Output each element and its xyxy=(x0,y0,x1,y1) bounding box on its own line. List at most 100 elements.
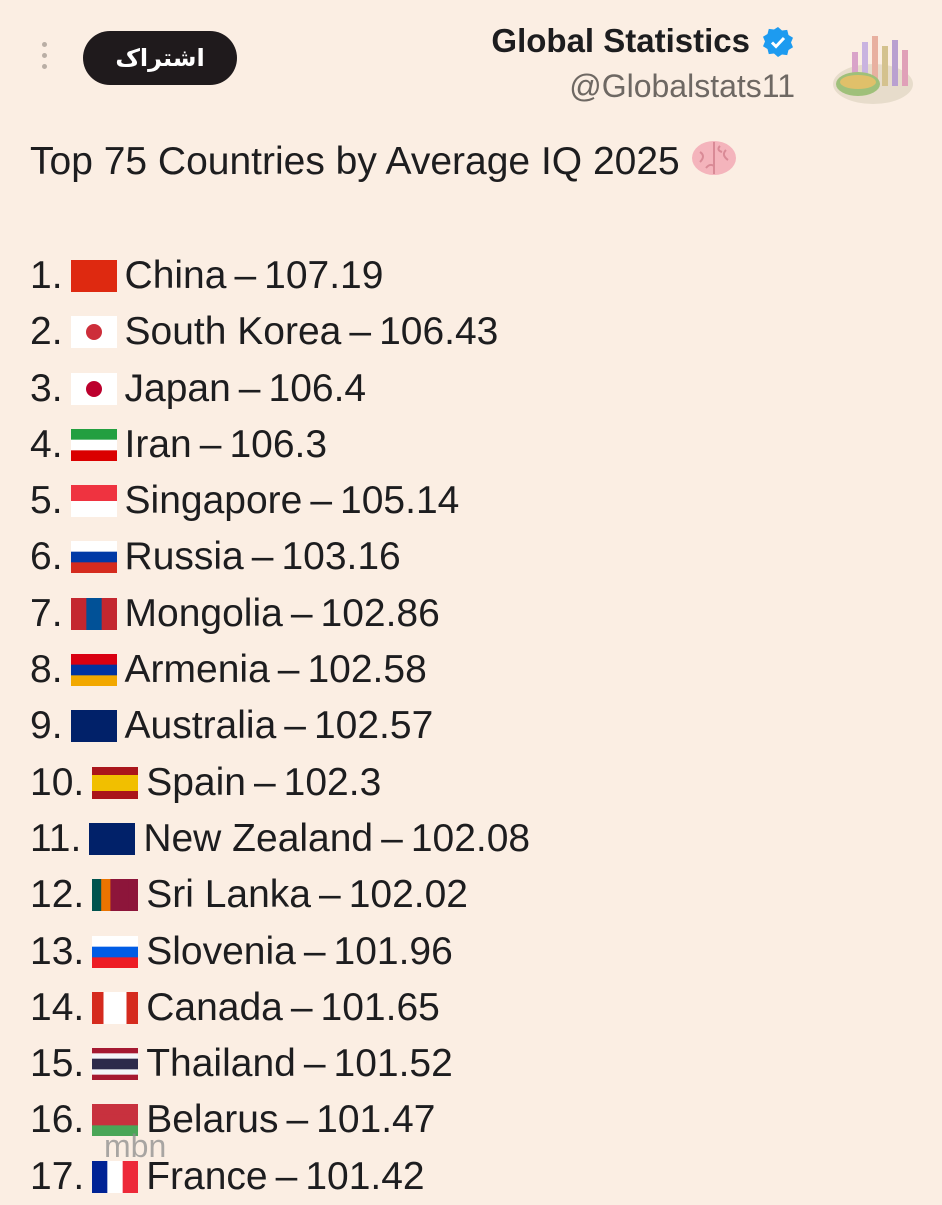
flag-icon xyxy=(70,597,118,630)
flag-icon xyxy=(70,541,117,574)
country-name: Armenia xyxy=(124,648,270,692)
separator: – xyxy=(284,704,306,748)
rank: 8. xyxy=(30,648,63,692)
flag-icon xyxy=(92,991,139,1024)
flag-icon xyxy=(89,822,136,856)
flag-icon xyxy=(70,428,117,462)
account-handle[interactable]: @Globalstats11 xyxy=(569,68,795,104)
rank: 10. xyxy=(30,760,85,804)
rank: 15. xyxy=(30,1042,85,1086)
rank: 1. xyxy=(30,254,63,297)
rank: 3. xyxy=(30,366,63,410)
iq-value: 106.4 xyxy=(268,366,367,410)
list-item: 1. China –107.19 xyxy=(30,248,530,304)
separator: – xyxy=(303,929,326,973)
flag-icon xyxy=(70,710,117,743)
list-item: 8. Armenia –102.58 xyxy=(30,642,530,698)
country-name: Japan xyxy=(124,366,231,410)
iq-value: 102.58 xyxy=(307,648,427,692)
rank: 12. xyxy=(30,873,85,917)
country-name: Spain xyxy=(146,760,246,804)
flag-icon xyxy=(70,372,117,406)
country-name: Russia xyxy=(124,535,244,579)
flag-icon xyxy=(92,1048,139,1081)
country-name: Canada xyxy=(146,985,283,1029)
rank: 7. xyxy=(30,591,63,635)
rank: 9. xyxy=(30,704,63,748)
brain-emoji xyxy=(691,141,736,175)
separator: – xyxy=(251,535,274,579)
iq-value: 101.42 xyxy=(305,1154,425,1198)
flag-icon xyxy=(92,1160,139,1193)
list-item: 14. Canada –101.65 xyxy=(30,980,530,1036)
iq-value: 105.14 xyxy=(340,479,460,523)
list-item: 11. New Zealand –102.08 xyxy=(30,811,530,867)
subscribe-button[interactable]: اشتراک xyxy=(83,31,237,85)
rank: 6. xyxy=(30,535,63,579)
account-name[interactable]: Global Statistics xyxy=(491,22,750,59)
list-item: 5. Singapore –105.14 xyxy=(30,473,530,529)
flag-icon xyxy=(70,485,117,518)
separator: – xyxy=(238,366,261,410)
iq-value: 106.3 xyxy=(229,422,328,466)
flag-icon xyxy=(92,935,139,969)
country-name: Slovenia xyxy=(146,929,296,973)
list-item: 13. Slovenia –101.96 xyxy=(30,924,530,980)
separator: – xyxy=(318,873,341,917)
iq-value: 101.65 xyxy=(320,985,440,1029)
iq-value: 102.08 xyxy=(410,816,531,860)
separator: – xyxy=(234,254,257,297)
country-name: China xyxy=(124,254,227,297)
list-item: 7. Mongolia –102.86 xyxy=(30,586,530,642)
flag-icon xyxy=(92,766,139,800)
separator: – xyxy=(303,1042,326,1086)
rank: 5. xyxy=(30,479,63,523)
country-name: Australia xyxy=(124,704,277,748)
separator: – xyxy=(349,310,372,354)
iq-value: 102.3 xyxy=(283,760,382,804)
tweet-title: Top 75 Countries by Average IQ 2025 xyxy=(30,138,738,184)
country-name: Thailand xyxy=(146,1042,296,1086)
separator: – xyxy=(286,1098,309,1142)
iq-value: 106.43 xyxy=(379,310,499,354)
watermark: mbn xyxy=(104,1128,167,1164)
list-item: 9. Australia –102.57 xyxy=(30,698,530,754)
iq-value: 102.57 xyxy=(313,704,434,748)
country-name: France xyxy=(146,1154,268,1198)
iq-value: 101.47 xyxy=(316,1098,436,1142)
rank: 4. xyxy=(30,422,63,466)
list-item: 2. South Korea –106.43 xyxy=(30,304,530,360)
country-name: Iran xyxy=(124,422,192,466)
country-name: Mongolia xyxy=(124,591,283,635)
rank: 11. xyxy=(30,816,82,860)
separator: – xyxy=(277,648,300,692)
rank: 16. xyxy=(30,1098,85,1142)
country-name: Sri Lanka xyxy=(146,873,311,917)
list-item: 6. Russia –103.16 xyxy=(30,529,530,585)
iq-value: 102.02 xyxy=(348,873,468,917)
rank: 17. xyxy=(30,1154,85,1198)
flag-icon xyxy=(70,260,117,293)
title-text: Top 75 Countries by Average IQ 2025 xyxy=(30,140,680,183)
list-item: 15. Thailand –101.52 xyxy=(30,1036,530,1092)
flag-icon xyxy=(92,879,139,912)
flag-icon xyxy=(70,654,117,687)
separator: – xyxy=(290,591,313,635)
separator: – xyxy=(381,816,403,860)
iq-value: 102.86 xyxy=(320,591,440,635)
more-menu[interactable] xyxy=(40,42,50,75)
flag-icon xyxy=(92,1104,139,1137)
iq-value: 101.96 xyxy=(333,929,453,973)
separator: – xyxy=(290,985,313,1029)
country-name: Singapore xyxy=(124,479,303,523)
separator: – xyxy=(253,760,276,804)
list-item: 17. France –101.42 xyxy=(30,1149,530,1205)
avatar[interactable] xyxy=(830,32,916,108)
rank: 13. xyxy=(30,929,85,973)
separator: – xyxy=(275,1154,298,1198)
list-item: 10. Spain –102.3 xyxy=(30,755,530,811)
rank: 14. xyxy=(30,985,85,1029)
iq-value: 107.19 xyxy=(264,254,384,297)
list-item: 12. Sri Lanka –102.02 xyxy=(30,867,530,923)
